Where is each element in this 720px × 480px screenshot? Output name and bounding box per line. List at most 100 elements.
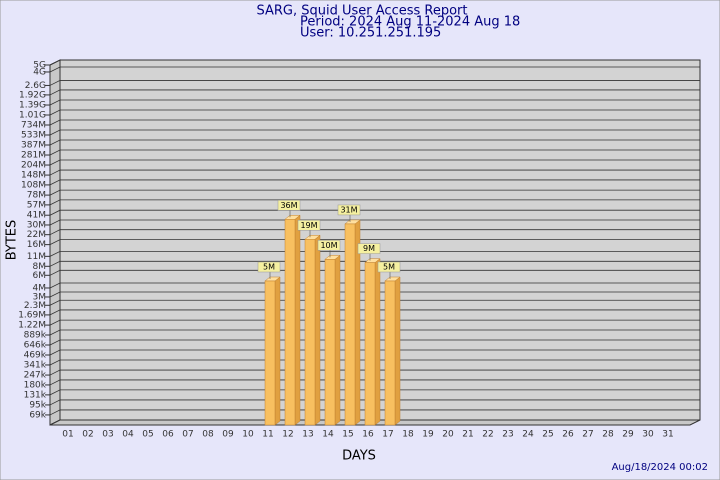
grid-line xyxy=(49,339,700,346)
value-label: 10M xyxy=(320,241,337,250)
y-tick-label: 57M xyxy=(27,200,46,210)
y-tick-label: 4G xyxy=(33,67,46,77)
grid-line xyxy=(49,66,700,73)
grid-line xyxy=(49,179,700,186)
grid-line xyxy=(49,109,700,116)
value-label: 5M xyxy=(263,263,275,272)
y-tick-label: 8M xyxy=(33,262,47,272)
grid-line xyxy=(49,349,700,356)
x-tick-label: 02 xyxy=(82,430,93,440)
x-tick-label: 27 xyxy=(582,430,593,440)
grid-line xyxy=(49,209,700,216)
value-label-box xyxy=(277,200,301,211)
y-tick-label: 2.6G xyxy=(25,81,46,91)
x-tick-label: 18 xyxy=(402,430,414,440)
y-tick-label: 387M xyxy=(21,141,46,151)
y-tick-label: 281M xyxy=(21,151,46,161)
value-label-box xyxy=(337,204,361,216)
y-tick-label: 11M xyxy=(27,252,46,262)
y-tick-label: 148M xyxy=(21,171,46,181)
bar xyxy=(304,239,316,426)
grid-line xyxy=(49,329,700,336)
grid-line xyxy=(49,169,700,176)
value-label: 5M xyxy=(383,263,395,272)
x-axis-label: DAYS xyxy=(342,449,376,464)
grid-line xyxy=(49,269,700,276)
bar-side xyxy=(294,214,301,426)
y-tick-label: 131k xyxy=(24,390,47,400)
x-tick-label: 14 xyxy=(322,430,334,440)
x-tick-label: 13 xyxy=(302,430,313,440)
x-tick-label: 11 xyxy=(262,430,273,440)
y-tick-label: 2.3M xyxy=(24,301,46,311)
grid-line xyxy=(49,219,700,226)
value-label: 9M xyxy=(363,244,375,253)
x-tick-label: 29 xyxy=(622,430,634,440)
grid-line xyxy=(49,199,700,206)
grid-line xyxy=(49,80,700,86)
x-tick-label: 16 xyxy=(362,430,374,440)
grid-line xyxy=(49,409,700,416)
bar xyxy=(384,280,396,426)
y-tick-label: 69k xyxy=(29,410,46,420)
value-label-box xyxy=(317,240,341,251)
y-tick-label: 204M xyxy=(21,161,46,171)
x-tick-label: 08 xyxy=(202,430,214,440)
chart-subtitle: Period: 2024 Aug 11-2024 Aug 18 xyxy=(300,15,520,30)
y-tick-label: 533M xyxy=(21,131,46,141)
y-tick-label: 1.69M xyxy=(18,310,46,320)
y-axis-label: BYTES xyxy=(5,220,20,261)
grid-line xyxy=(49,229,700,236)
grid-line xyxy=(49,250,700,257)
y-tick-label: 1.22M xyxy=(18,321,46,331)
y-tick-label: 108M xyxy=(21,180,46,190)
x-tick-label: 22 xyxy=(482,430,493,440)
bar xyxy=(324,259,336,426)
y-tick-label: 3M xyxy=(33,292,47,302)
x-tick-label: 15 xyxy=(342,430,353,440)
grid-line xyxy=(49,139,700,146)
y-tick-label: 95k xyxy=(29,400,46,410)
grid-line xyxy=(49,149,700,156)
grid-line xyxy=(49,119,700,126)
value-label-box xyxy=(297,220,321,231)
y-tick-label: 78M xyxy=(27,191,46,201)
y-tick-label: 247k xyxy=(24,371,47,381)
x-tick-label: 10 xyxy=(242,430,254,440)
x-tick-label: 24 xyxy=(522,430,534,440)
x-tick-label: 30 xyxy=(642,430,654,440)
value-label: 19M xyxy=(300,221,317,230)
grid-line xyxy=(49,99,700,106)
y-tick-label: 1.92G xyxy=(19,90,46,100)
value-label: 31M xyxy=(340,205,357,214)
grid-line xyxy=(49,129,700,136)
y-tick-label: 889k xyxy=(24,331,47,341)
y-tick-label: 30M xyxy=(27,220,46,230)
y-tick-label: 469k xyxy=(24,351,47,361)
y-tick-label: 734M xyxy=(21,120,46,130)
y-tick-label: 22M xyxy=(27,230,46,240)
value-label-box xyxy=(377,261,401,273)
grid-line xyxy=(49,239,700,245)
grid-line xyxy=(49,59,700,66)
y-tick-label: 180k xyxy=(24,380,47,390)
x-tick-label: 26 xyxy=(562,430,574,440)
chart-subtitle: User: 10.251.251.195 xyxy=(300,26,441,41)
y-tick-label: 646k xyxy=(24,340,47,350)
bar xyxy=(344,223,356,426)
x-tick-label: 09 xyxy=(222,430,234,440)
y-tick-label: 341k xyxy=(24,360,47,370)
value-label-box xyxy=(257,261,281,273)
grid-line xyxy=(49,369,700,376)
x-tick-label: 31 xyxy=(662,430,673,440)
x-tick-label: 01 xyxy=(62,430,73,440)
x-tick-label: 28 xyxy=(602,430,614,440)
grid-line xyxy=(49,379,700,386)
bar xyxy=(364,262,376,426)
grid-line xyxy=(49,282,700,289)
grid-line xyxy=(49,389,700,396)
y-tick-label: 5G xyxy=(33,61,46,71)
x-tick-label: 05 xyxy=(142,430,153,440)
grid-line xyxy=(49,319,700,326)
